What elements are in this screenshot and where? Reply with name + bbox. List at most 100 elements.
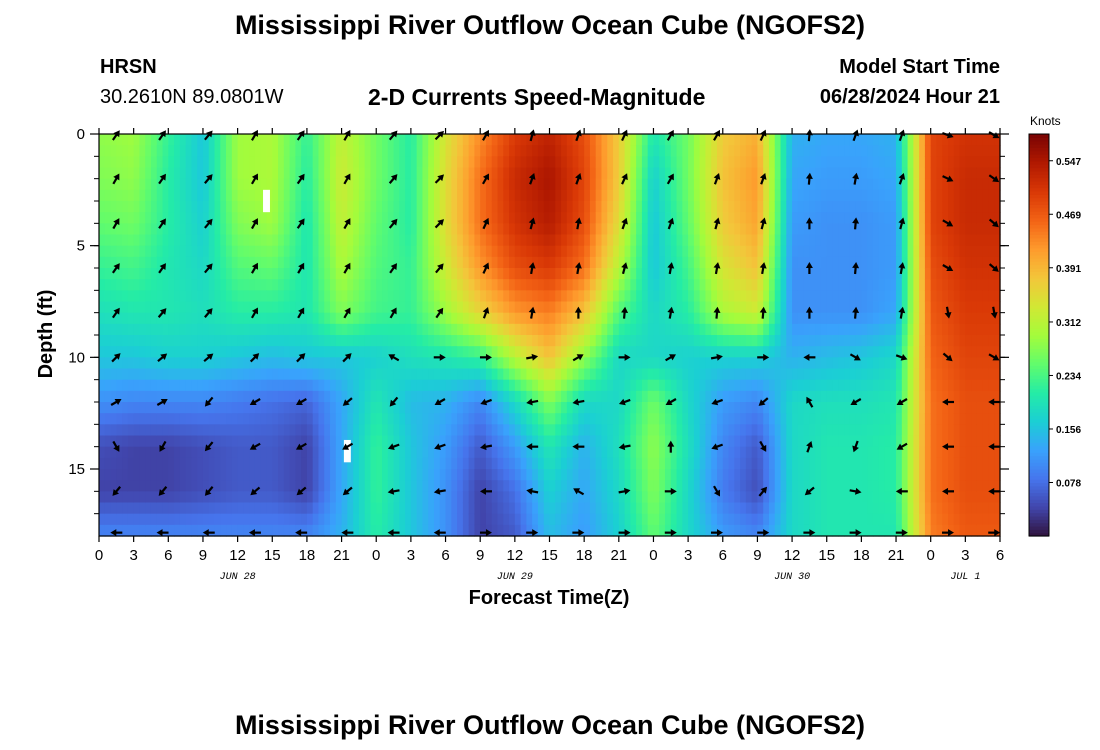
- heatmap-cell: [699, 469, 707, 481]
- heatmap-cell: [867, 480, 874, 492]
- heatmap-cell: [693, 145, 701, 157]
- heatmap-cell: [872, 212, 880, 224]
- heatmap-cell: [589, 513, 597, 526]
- heatmap-cell: [156, 424, 164, 437]
- heatmap-cell: [254, 390, 262, 403]
- heatmap-cell: [156, 245, 164, 258]
- heatmap-cell: [815, 145, 822, 157]
- heatmap-cell: [254, 290, 262, 303]
- heatmap-cell: [503, 346, 510, 358]
- heatmap-cell: [468, 446, 476, 459]
- heatmap-cell: [382, 390, 389, 403]
- heatmap-cell: [249, 368, 256, 381]
- heatmap-cell: [156, 323, 164, 336]
- heatmap-cell: [405, 413, 412, 425]
- heatmap-cell: [330, 469, 337, 481]
- heatmap-cell: [439, 513, 447, 526]
- heatmap-cell: [757, 212, 764, 224]
- heatmap-cell: [884, 279, 891, 291]
- heatmap-cell: [722, 268, 730, 280]
- heatmap-cell: [208, 424, 216, 437]
- heatmap-cell: [156, 480, 164, 492]
- heatmap-cell: [688, 491, 695, 504]
- heatmap-cell: [364, 323, 372, 336]
- heatmap-cell: [122, 335, 129, 347]
- heatmap-cell: [358, 301, 366, 314]
- heatmap-cell: [537, 502, 545, 515]
- heatmap-cell: [174, 167, 181, 180]
- heatmap-cell: [566, 346, 574, 358]
- heatmap-cell: [226, 357, 233, 370]
- heatmap-cell: [589, 301, 597, 314]
- heatmap-cell: [809, 234, 816, 247]
- heatmap-cell: [849, 189, 857, 202]
- heatmap-cell: [433, 346, 441, 358]
- heatmap-cell: [324, 335, 331, 347]
- heatmap-cell: [555, 402, 562, 414]
- heatmap-cell: [433, 402, 441, 414]
- heatmap-cell: [110, 446, 117, 459]
- heatmap-cell: [358, 312, 366, 325]
- heatmap-cell: [127, 491, 135, 504]
- heatmap-cell: [572, 524, 579, 537]
- heatmap-cell: [335, 424, 343, 437]
- heatmap-cell: [716, 457, 724, 470]
- heatmap-cell: [711, 178, 718, 191]
- heatmap-cell: [330, 312, 337, 325]
- heatmap-cell: [122, 223, 129, 236]
- heatmap-cell: [861, 189, 868, 202]
- heatmap-cell: [491, 335, 499, 347]
- heatmap-cell: [763, 335, 770, 347]
- heatmap-cell: [139, 446, 146, 459]
- heatmap-cell: [266, 491, 273, 504]
- heatmap-cell: [405, 491, 412, 504]
- heatmap-cell: [549, 301, 556, 314]
- heatmap-cell: [705, 301, 712, 314]
- heatmap-cell: [116, 335, 123, 347]
- heatmap-cell: [572, 379, 579, 392]
- heatmap-cell: [341, 469, 348, 481]
- heatmap-cell: [849, 502, 857, 515]
- heatmap-cell: [578, 145, 585, 157]
- heatmap-cell: [208, 156, 216, 169]
- heatmap-cell: [457, 245, 464, 258]
- heatmap-cell: [301, 290, 308, 303]
- heatmap-cell: [803, 268, 811, 280]
- heatmap-cell: [485, 245, 493, 258]
- heatmap-cell: [202, 424, 210, 437]
- heatmap-cell: [532, 480, 539, 492]
- heatmap-cell: [711, 212, 718, 224]
- heatmap-cell: [220, 201, 227, 213]
- heatmap-cell: [797, 491, 805, 504]
- heatmap-cell: [358, 513, 366, 526]
- heatmap-cell: [376, 178, 383, 191]
- heatmap-cell: [595, 368, 603, 381]
- heatmap-cell: [445, 223, 452, 236]
- heatmap-cell: [682, 301, 689, 314]
- heatmap-cell: [653, 201, 660, 213]
- heatmap-cell: [185, 290, 193, 303]
- heatmap-cell: [867, 279, 874, 291]
- heatmap-cell: [786, 234, 793, 247]
- heatmap-cell: [99, 480, 106, 492]
- heatmap-cell: [399, 469, 406, 481]
- heatmap-cell: [803, 212, 811, 224]
- heatmap-cell: [422, 223, 429, 236]
- heatmap-cell: [670, 201, 678, 213]
- heatmap-cell: [162, 189, 169, 202]
- heatmap-cell: [445, 390, 452, 403]
- heatmap-cell: [156, 446, 164, 459]
- heatmap-cell: [774, 223, 782, 236]
- heatmap-cell: [110, 156, 117, 169]
- page-title: Mississippi River Outflow Ocean Cube (NG…: [234, 10, 866, 40]
- heatmap-cell: [226, 234, 233, 247]
- heatmap-cell: [347, 323, 354, 336]
- heatmap-cell: [104, 424, 112, 437]
- heatmap-cell: [716, 256, 724, 269]
- heatmap-cell: [295, 502, 302, 515]
- heatmap-cell: [283, 189, 291, 202]
- heatmap-cell: [584, 156, 591, 169]
- heatmap-cell: [797, 268, 805, 280]
- heatmap-cell: [474, 223, 481, 236]
- heatmap-cell: [145, 390, 152, 403]
